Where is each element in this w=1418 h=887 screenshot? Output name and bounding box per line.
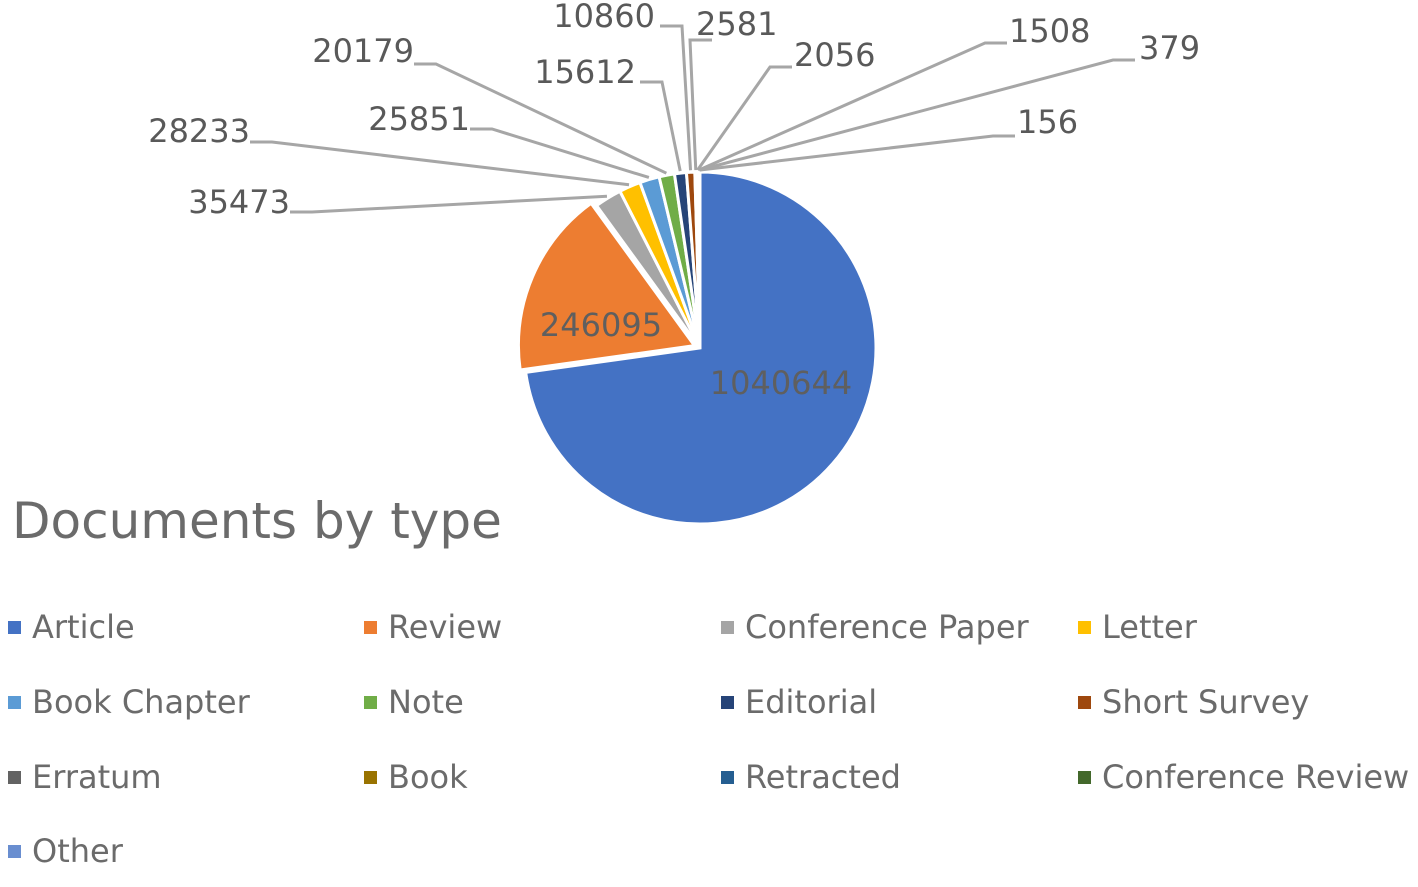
data-label-book-chapter: 25851 [368,100,470,138]
leader-line-short-survey [660,24,693,171]
data-label-conference-paper: 35473 [188,183,290,221]
legend-swatch [8,620,21,634]
legend-label: Book Chapter [32,683,250,721]
legend-item-book: Book [364,757,468,797]
legend-swatch [364,695,377,709]
legend-swatch [8,695,21,709]
legend-label: Book [388,758,468,796]
leader-line-other [699,134,1015,172]
legend-item-short-survey: Short Survey [1078,682,1309,722]
pie-slice-review [517,201,698,372]
legend-label: Short Survey [1102,683,1310,721]
legend-swatch [364,620,377,634]
leader-line-editorial [640,80,682,172]
leader-line-conference-review [699,58,1135,172]
leader-line-note [414,62,668,175]
legend-swatch [721,770,734,784]
data-label-retracted: 1508 [1009,12,1090,50]
legend-item-book-chapter: Book Chapter [8,682,250,722]
legend-item-editorial: Editorial [721,682,877,722]
legend-swatch [1078,770,1091,784]
legend-label: Other [32,832,123,870]
legend-item-erratum: Erratum [8,757,162,797]
legend-label: Article [32,608,135,646]
leader-line-erratum [688,38,712,171]
chart-title: Documents by type [12,492,502,550]
leader-lines [250,24,1135,214]
data-label-erratum: 2581 [696,5,777,43]
legend-item-article: Article [8,607,135,647]
leader-line-conference-paper [290,194,608,214]
legend-swatch [721,620,734,634]
data-label-editorial: 15612 [534,53,636,91]
data-label-book: 2056 [794,36,875,74]
legend-label: Retracted [745,758,901,796]
data-label-article: 1040644 [710,364,853,402]
data-label-note: 20179 [312,32,414,70]
legend-swatch [364,770,377,784]
leader-line-letter [250,140,630,187]
legend-item-retracted: Retracted [721,757,901,797]
data-label-conference-review: 379 [1139,29,1200,67]
legend-label: Editorial [745,683,878,721]
legend-label: Conference Review [1102,758,1410,796]
legend-label: Conference Paper [745,608,1029,646]
legend-label: Letter [1102,608,1197,646]
legend-label: Review [388,608,503,646]
legend-item-review: Review [364,607,502,647]
legend-label: Note [388,683,464,721]
leader-line-book [696,65,792,171]
legend-swatch [8,770,21,784]
legend-item-letter: Letter [1078,607,1197,647]
legend-item-note: Note [364,682,464,722]
data-label-short-survey: 10860 [553,0,655,35]
pie-slices [517,170,878,526]
data-labels: 1040644 246095 35473 28233 25851 20179 15612 10… [148,0,1200,402]
leader-line-retracted [698,41,1007,172]
legend-item-conference-paper: Conference Paper [721,607,1029,647]
leader-line-book-chapter [470,127,650,179]
data-label-letter: 28233 [148,112,250,150]
legend-label: Erratum [32,758,162,796]
legend-item-other: Other [8,831,123,871]
legend-swatch [1078,695,1091,709]
legend-swatch [8,844,21,858]
legend-swatch [1078,620,1091,634]
data-label-review: 246095 [540,306,662,344]
data-label-other: 156 [1017,103,1078,141]
legend-swatch [721,695,734,709]
legend-item-conference-review: Conference Review [1078,757,1409,797]
